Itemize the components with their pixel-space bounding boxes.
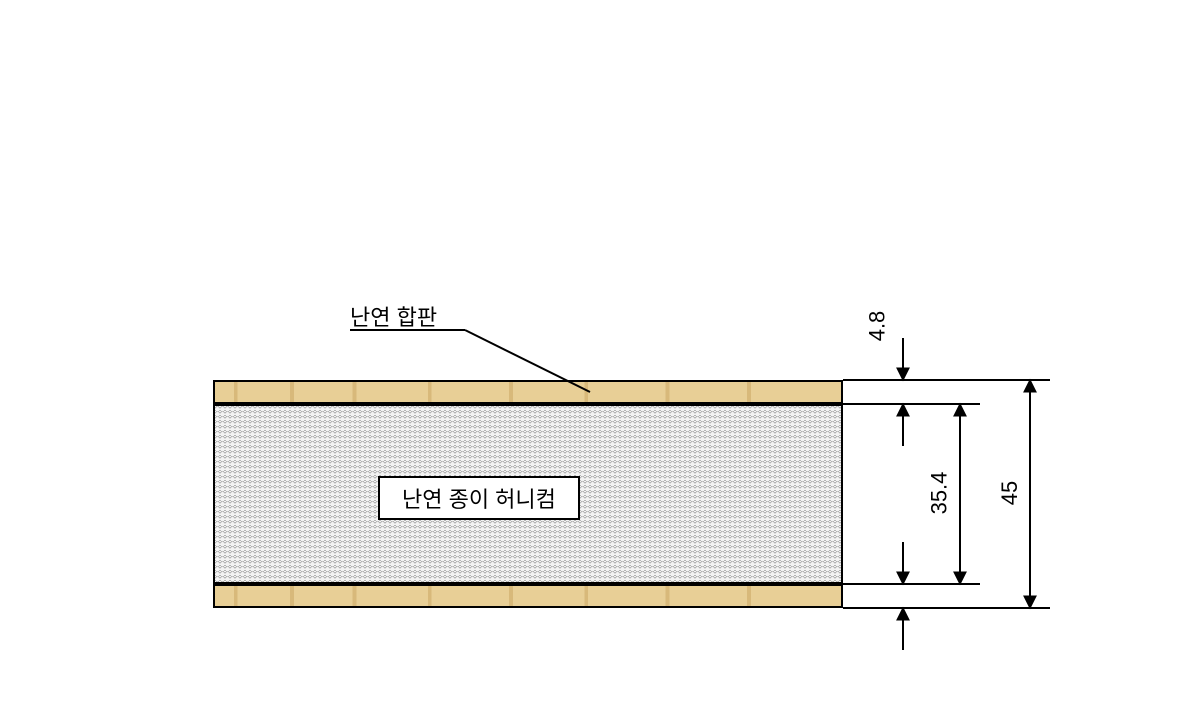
layer-bottom-plywood xyxy=(213,584,843,608)
diagram-stage: 난연 종이 허니컴 난연 합판 4.8 35.4 45 xyxy=(0,0,1190,728)
core-label-box: 난연 종이 허니컴 xyxy=(378,476,580,520)
layer-top-plywood xyxy=(213,380,843,404)
core-label-text: 난연 종이 허니컴 xyxy=(402,487,556,512)
dim-label-overall: 45 xyxy=(997,481,1023,505)
dimension-overlay xyxy=(0,0,1190,728)
dim-label-core: 35.4 xyxy=(926,472,952,515)
dim-label-top-ply: 4.8 xyxy=(864,311,890,342)
callout-plywood-label: 난연 합판 xyxy=(350,300,437,332)
